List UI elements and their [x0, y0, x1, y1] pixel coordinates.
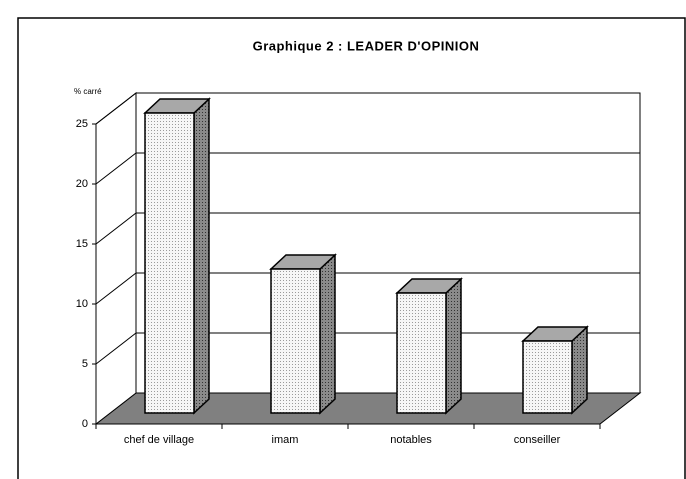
frame — [17, 17, 686, 479]
grid-line — [95, 92, 137, 125]
side-wall — [95, 91, 137, 426]
bar-side — [319, 253, 336, 415]
x-tick-label: chef de village — [124, 434, 194, 446]
y-axis-label: % carré — [74, 87, 102, 96]
bar — [522, 340, 573, 414]
grid-line — [95, 212, 137, 245]
bar-side — [193, 97, 210, 415]
x-tick-label: imam — [272, 434, 299, 446]
bar — [144, 112, 195, 414]
x-tick-label: notables — [390, 434, 432, 446]
y-tick-label: 25 — [76, 118, 88, 130]
y-tick-label: 5 — [82, 358, 88, 370]
y-tick-label: 15 — [76, 238, 88, 250]
y-tick-label: 10 — [76, 298, 88, 310]
grid-line — [95, 152, 137, 185]
y-tick-label: 20 — [76, 178, 88, 190]
bar-side — [445, 277, 462, 415]
grid-line — [95, 332, 137, 365]
x-tick-label: conseiller — [514, 434, 561, 446]
chart-title: Graphique 2 : LEADER D'OPINION — [253, 38, 480, 53]
bar — [270, 268, 321, 414]
y-tick-label: 0 — [82, 418, 88, 430]
grid-line — [95, 272, 137, 305]
bar — [396, 292, 447, 414]
